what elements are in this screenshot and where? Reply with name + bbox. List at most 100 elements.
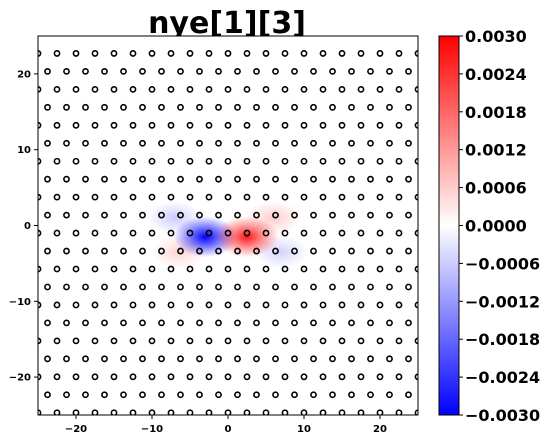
x-tick-label: 0 [225, 424, 232, 435]
atom-marker [158, 391, 165, 399]
atom-marker [91, 373, 99, 381]
atom-marker [177, 211, 184, 219]
atom-marker [139, 247, 146, 255]
atom-marker [110, 121, 118, 129]
atom-marker [120, 319, 127, 327]
atom-marker [367, 67, 374, 75]
atom-marker [91, 193, 99, 201]
atom-marker [357, 50, 365, 57]
atom-marker [177, 175, 184, 183]
atom-marker [120, 247, 127, 255]
atom-marker [72, 409, 80, 415]
atom-marker [300, 157, 308, 165]
atom-marker [234, 355, 241, 363]
atom-marker [167, 373, 175, 381]
atom-marker [291, 67, 298, 75]
atom-marker [272, 247, 279, 255]
colorbar-tick-label: −0.0030 [465, 406, 540, 425]
atom-marker [234, 103, 241, 111]
atom-marker [224, 85, 232, 93]
atom-marker [196, 283, 203, 291]
atom-marker [376, 85, 384, 93]
atom-marker [291, 103, 298, 111]
atom-marker [281, 265, 289, 273]
atom-marker [167, 157, 175, 165]
atom-marker [205, 85, 213, 93]
atom-marker [291, 355, 298, 363]
atom-marker [310, 139, 317, 147]
atom-marker [26, 392, 31, 397]
atom-marker [177, 67, 184, 75]
atom-marker [310, 283, 317, 291]
atom-marker [310, 355, 317, 363]
atom-marker [262, 409, 270, 415]
atom-marker [253, 319, 260, 327]
atom-marker [120, 391, 127, 399]
atom-marker [376, 157, 384, 165]
atom-marker [348, 175, 355, 183]
atom-marker [72, 301, 80, 309]
atom-marker [44, 103, 51, 111]
atom-marker [376, 409, 384, 415]
atom-marker [53, 193, 61, 201]
atom-marker [338, 337, 346, 345]
atom-marker [63, 247, 70, 255]
atom-marker [386, 139, 393, 147]
atom-marker [91, 301, 99, 309]
atom-marker [281, 50, 289, 57]
y-tick-label: 0 [24, 221, 31, 232]
atom-marker [120, 355, 127, 363]
colorbar-tick-label: −0.0024 [465, 368, 540, 387]
atom-marker [291, 211, 298, 219]
atom-marker [367, 283, 374, 291]
atom-marker [110, 50, 118, 57]
atom-marker [395, 301, 403, 309]
atom-marker [243, 85, 251, 93]
colorbar-tick-label: 0.0012 [465, 141, 527, 160]
atom-marker [224, 301, 232, 309]
atom-marker [357, 373, 365, 381]
atom-marker [63, 319, 70, 327]
atom-marker [224, 373, 232, 381]
atom-marker [300, 301, 308, 309]
atom-marker [319, 409, 327, 415]
x-tick-label: 20 [373, 424, 387, 435]
atom-marker [300, 121, 308, 129]
atom-marker [338, 301, 346, 309]
y-tick-label: −20 [9, 373, 31, 384]
atom-marker [215, 247, 222, 255]
atom-marker [395, 50, 403, 57]
atom-marker [376, 229, 384, 237]
atom-marker [82, 67, 89, 75]
atom-marker [72, 85, 80, 93]
atom-marker [405, 67, 412, 75]
atom-marker [386, 391, 393, 399]
atom-marker [82, 391, 89, 399]
atom-marker [44, 211, 51, 219]
atom-marker [139, 67, 146, 75]
atom-marker [196, 319, 203, 327]
atom-marker [72, 229, 80, 237]
atom-marker [319, 337, 327, 345]
atom-marker [386, 103, 393, 111]
atom-marker [158, 319, 165, 327]
atom-marker [367, 139, 374, 147]
atom-marker [262, 157, 270, 165]
atom-marker [82, 175, 89, 183]
atom-marker [224, 157, 232, 165]
atom-marker [53, 409, 61, 415]
atom-marker [26, 105, 31, 110]
atom-marker [53, 50, 61, 57]
atom-marker [300, 85, 308, 93]
atom-marker [367, 247, 374, 255]
atom-marker [72, 121, 80, 129]
atom-marker [205, 337, 213, 345]
atom-marker [310, 175, 317, 183]
atom-marker [196, 355, 203, 363]
colorbar-tick-label: 0.0030 [465, 27, 527, 46]
atom-marker [110, 373, 118, 381]
atom-marker [234, 283, 241, 291]
atom-marker [272, 67, 279, 75]
atom-marker [386, 283, 393, 291]
atom-marker [376, 337, 384, 345]
